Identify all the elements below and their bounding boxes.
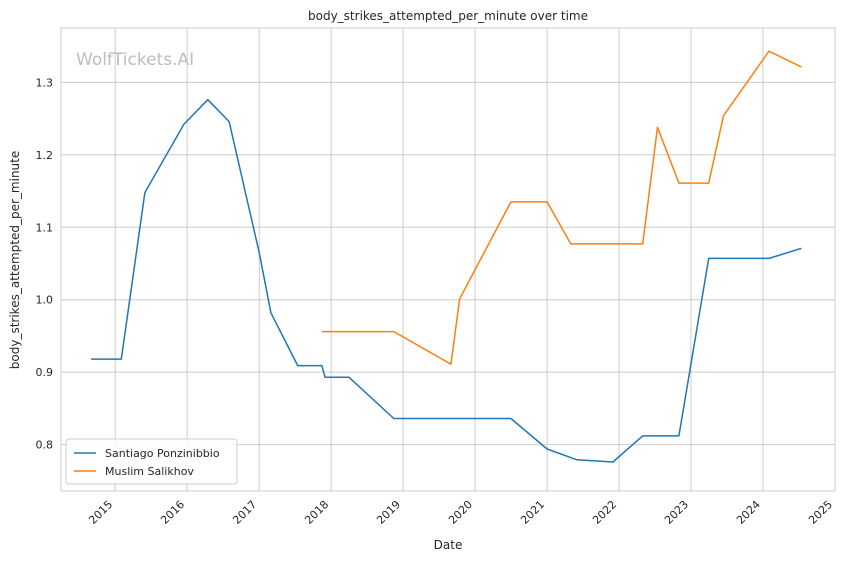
- y-tick-label: 1.3: [36, 76, 54, 89]
- y-axis-title: body_strikes_attempted_per_minute: [8, 151, 22, 369]
- x-tick-label: 2025: [806, 498, 835, 527]
- x-tick-label: 2024: [734, 498, 763, 527]
- series-layer: [91, 50, 802, 463]
- y-tick-label: 0.9: [36, 366, 54, 379]
- plot-area: [60, 27, 836, 492]
- legend-label-muslim: Muslim Salikhov: [105, 465, 194, 478]
- y-tick-label: 1.0: [36, 294, 54, 307]
- x-tick-label: 2015: [86, 498, 115, 527]
- x-axis-title: Date: [434, 538, 463, 552]
- x-tick-label: 2017: [230, 498, 259, 527]
- legend-box: [65, 438, 238, 485]
- series-line-santiago-ponzinibbio: [91, 98, 802, 463]
- series-line-muslim-salikhov: [321, 50, 802, 365]
- x-tick-label: 2018: [302, 498, 331, 527]
- legend-label-santiago: Santiago Ponzinibbio: [105, 447, 220, 460]
- y-tick-label: 0.8: [36, 439, 54, 452]
- x-tick-label: 2022: [590, 498, 619, 527]
- x-tick-label: 2016: [158, 498, 187, 527]
- x-tick-label: 2021: [518, 498, 547, 527]
- y-tick-label: 1.1: [36, 221, 54, 234]
- x-tick-label: 2019: [374, 498, 403, 527]
- watermark: WolfTickets.AI: [76, 50, 194, 70]
- x-tick-label: 2020: [446, 498, 475, 527]
- y-tick-label: 1.2: [36, 149, 54, 162]
- x-tick-labels: 2015 2016 2017 2018 2019 2020 2021 2022 2023 2024…: [86, 498, 835, 527]
- y-tick-labels: 0.8 0.9 1.0 1.1 1.2 1.3: [36, 76, 54, 451]
- legend: Santiago Ponzinibbio Muslim Salikhov: [65, 438, 238, 485]
- x-tick-label: 2023: [662, 498, 691, 527]
- chart-title: body_strikes_attempted_per_minute over t…: [308, 9, 588, 23]
